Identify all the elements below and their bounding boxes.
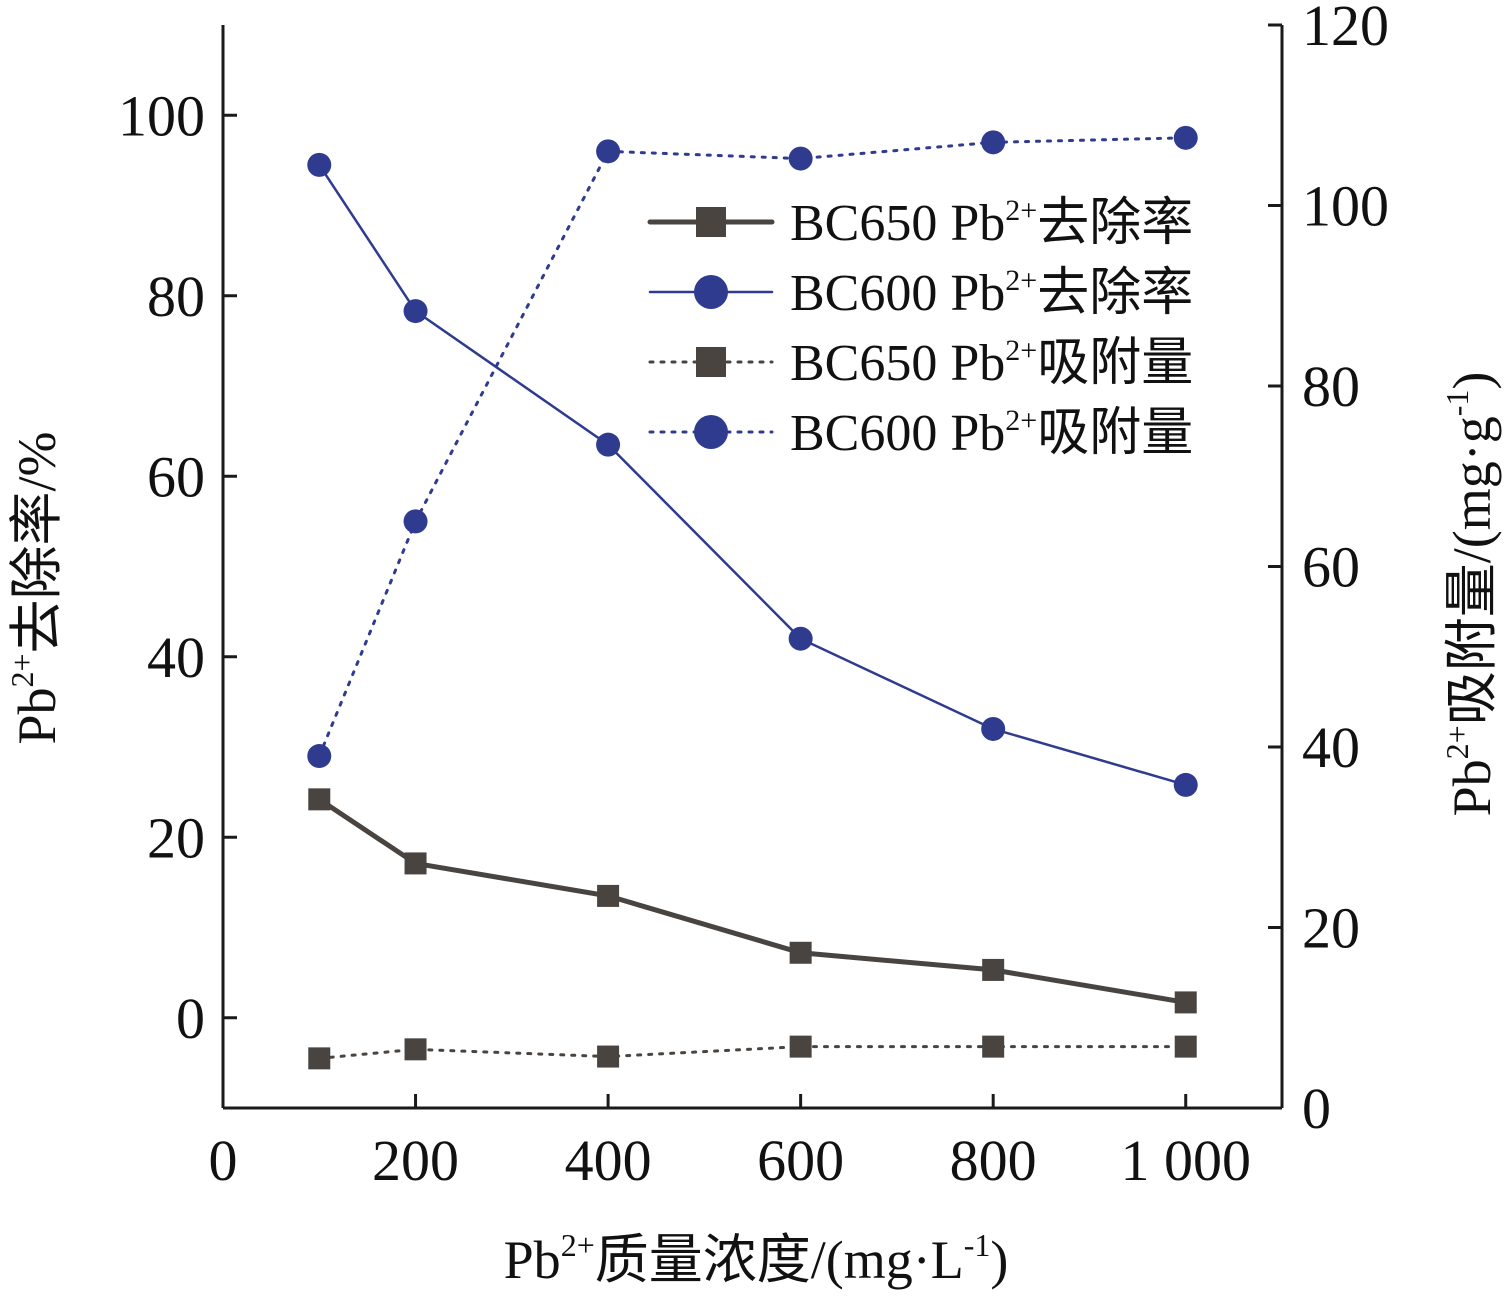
left-y-tick-label: 80: [147, 264, 205, 329]
square-marker: [789, 941, 812, 964]
x-tick-label: 1 000: [1120, 1128, 1251, 1193]
right-y-tick-label: 20: [1302, 896, 1360, 961]
series-1: [307, 152, 1198, 797]
series-line: [318, 163, 1187, 787]
circle-marker: [596, 432, 621, 457]
square-marker: [308, 1047, 331, 1070]
circle-marker: [1173, 125, 1198, 150]
legend: BC650 Pb2+去除率 BC600 Pb2+去除率 BC650 Pb2+吸附量 B…: [647, 194, 1193, 462]
x-tick-label: 400: [565, 1128, 652, 1193]
left-y-tick-label: 40: [147, 625, 205, 690]
right-y-tick-label: 80: [1302, 354, 1360, 419]
circle-marker: [788, 146, 813, 171]
series-line: [316, 796, 1189, 1005]
square-marker: [982, 1035, 1005, 1058]
left-y-tick-label: 60: [147, 444, 205, 509]
square-marker: [696, 347, 726, 377]
series-3: [307, 125, 1198, 769]
circle-marker: [403, 509, 428, 534]
left-y-tick-label: 100: [118, 83, 205, 148]
x-tick-label: 0: [209, 1128, 238, 1193]
right-y-tick-label: 0: [1302, 1076, 1331, 1141]
legend-entry: BC650 Pb2+去除率: [647, 194, 1193, 252]
circle-marker: [981, 130, 1006, 155]
legend-label: BC650 Pb2+去除率: [790, 194, 1193, 252]
square-marker: [597, 1045, 620, 1068]
square-marker: [1174, 1035, 1197, 1058]
square-marker: [308, 788, 331, 811]
circle-marker: [307, 744, 332, 769]
series-line: [317, 1045, 1188, 1060]
square-marker: [597, 884, 620, 907]
circle-marker: [788, 626, 813, 651]
legend-entry: BC600 Pb2+吸附量: [648, 404, 1193, 462]
right-y-tick-label: 60: [1302, 535, 1360, 600]
left-y-axis-title: Pb2+去除率/%: [4, 431, 67, 744]
right-y-tick-label: 120: [1302, 0, 1389, 58]
circle-marker: [403, 299, 428, 324]
series-0: [308, 788, 1197, 1014]
circle-marker: [981, 716, 1006, 741]
left-y-tick-label: 0: [176, 986, 205, 1051]
legend-entry: BC650 Pb2+吸附量: [648, 334, 1193, 392]
square-marker: [1174, 991, 1197, 1014]
series-2: [308, 1035, 1197, 1070]
square-marker: [982, 958, 1005, 981]
x-axis-title: Pb2+质量浓度/(mg·L-1): [504, 1227, 1009, 1290]
x-tick-label: 200: [372, 1128, 459, 1193]
x-tick-label: 800: [950, 1128, 1037, 1193]
circle-marker: [1173, 772, 1198, 797]
ticks: 0 20 40 60 80 100 0 20 40 60 80 100 120 0 200 400 600 800…: [118, 0, 1389, 1193]
right-y-axis-title: Pb2+吸附量/(mg·g-1): [1439, 372, 1502, 817]
circle-marker: [694, 415, 728, 449]
square-marker: [404, 1038, 427, 1061]
square-marker: [696, 207, 726, 237]
legend-label: BC600 Pb2+吸附量: [790, 404, 1193, 462]
series-line: [317, 136, 1188, 758]
square-marker: [789, 1035, 812, 1058]
legend-entry: BC600 Pb2+去除率: [648, 264, 1193, 322]
circle-marker: [694, 275, 728, 309]
legend-label: BC650 Pb2+吸附量: [790, 334, 1193, 392]
axes: [221, 25, 1284, 1110]
series: [307, 125, 1198, 1070]
square-marker: [404, 852, 427, 875]
right-y-tick-label: 40: [1302, 715, 1360, 780]
left-y-tick-label: 20: [147, 805, 205, 870]
circle-marker: [596, 139, 621, 164]
circle-marker: [307, 152, 332, 177]
legend-label: BC600 Pb2+去除率: [790, 264, 1193, 322]
x-tick-label: 600: [757, 1128, 844, 1193]
right-y-tick-label: 100: [1302, 174, 1389, 239]
